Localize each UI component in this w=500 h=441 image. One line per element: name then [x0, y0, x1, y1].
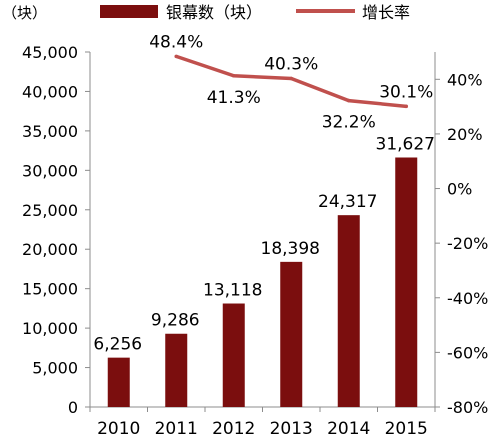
x-tick-label: 2012: [212, 419, 255, 439]
y-left-tick-label: 25,000: [22, 201, 78, 220]
growth-value-label: 32.2%: [322, 113, 376, 133]
y-left-tick-label: 5,000: [32, 359, 78, 378]
y-right-tick-label: -40%: [447, 289, 488, 308]
growth-point-2015: [404, 104, 409, 109]
x-tick-label: 2014: [327, 419, 370, 439]
y-left-tick-label: 10,000: [22, 319, 78, 338]
legend-bar-label: 银幕数（块）: [166, 3, 262, 22]
y-left-tick-label: 15,000: [22, 280, 78, 299]
y-right-tick-label: -20%: [447, 234, 488, 253]
legend-bar-swatch: [100, 5, 158, 18]
bar-value-label: 6,256: [93, 335, 142, 355]
y-right-tick-label: -80%: [447, 398, 488, 417]
growth-value-label: 40.3%: [264, 54, 318, 74]
y-right-tick-label: 20%: [447, 125, 483, 144]
bar-2011: [165, 333, 188, 407]
bar-2014: [337, 215, 360, 407]
x-tick-label: 2015: [385, 419, 428, 439]
y-left-tick-label: 45,000: [22, 43, 78, 62]
y-right-tick-label: -60%: [447, 343, 488, 362]
growth-value-label: 30.1%: [379, 82, 433, 102]
bar-value-label: 18,398: [261, 239, 320, 259]
bars: [107, 157, 418, 407]
bar-value-label: 9,286: [151, 311, 200, 331]
growth-point-2013: [289, 76, 294, 81]
y-left-tick-label: 35,000: [22, 122, 78, 141]
growth-point-2011: [174, 54, 179, 59]
growth-point-2012: [231, 73, 236, 78]
bar-value-label: 24,317: [318, 192, 377, 212]
legend-line-label: 增长率: [362, 3, 410, 22]
bar-2013: [280, 261, 303, 407]
axes: 0 5,000 10,000 15,000 20,000 25,000 30,000 35,0…: [22, 43, 488, 439]
growth-line-layer: [174, 54, 409, 109]
bar-2012: [222, 303, 245, 407]
x-tick-label: 2013: [270, 419, 313, 439]
legend: 银幕数（块） 增长率: [100, 3, 410, 22]
y-right-tick-label: 40%: [447, 70, 483, 89]
y-left-tick-label: 40,000: [22, 82, 78, 101]
growth-value-label: 41.3%: [207, 88, 261, 108]
growth-point-2014: [346, 98, 351, 103]
x-tick-label: 2011: [155, 419, 198, 439]
y-left-tick-label: 30,000: [22, 161, 78, 180]
y-right-tick-label: 0%: [447, 180, 472, 199]
bar-2010: [107, 357, 130, 407]
x-tick-label: 2010: [97, 419, 140, 439]
y-left-tick-label: 20,000: [22, 240, 78, 259]
bar-value-label: 31,627: [376, 134, 435, 154]
bar-value-label: 13,118: [203, 281, 262, 301]
bar-2015: [395, 157, 418, 407]
y-left-tick-label: 0: [68, 398, 78, 417]
growth-value-label: 48.4%: [149, 32, 203, 52]
y-axis-unit: （块）: [2, 4, 47, 22]
